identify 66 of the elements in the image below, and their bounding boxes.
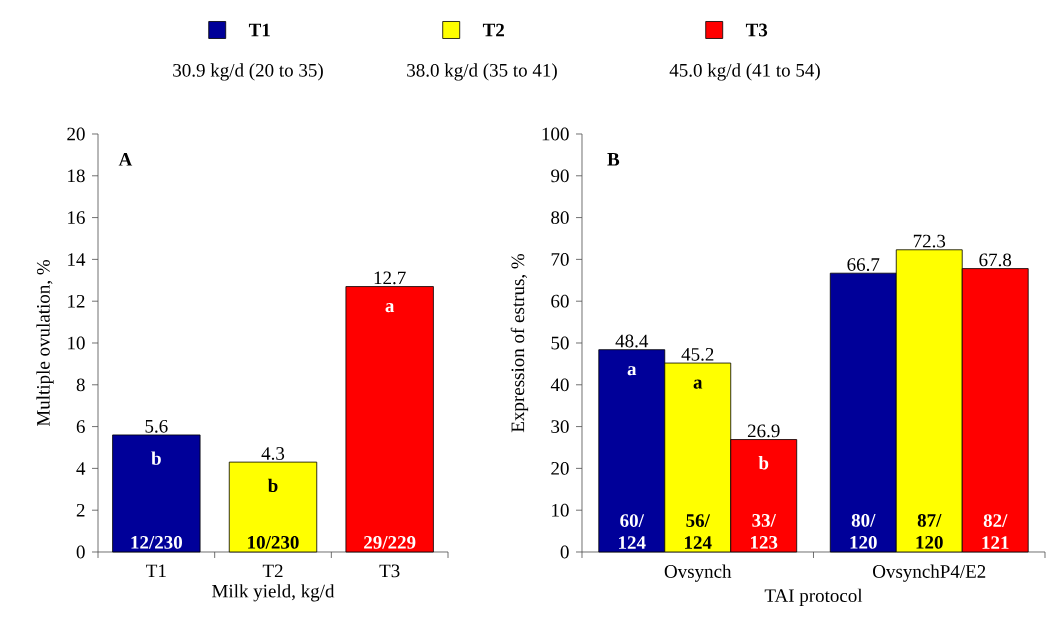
text: 38.0 kg/d (35 to 41) bbox=[407, 63, 557, 81]
text: B bbox=[607, 153, 620, 166]
annotation: a bbox=[627, 366, 637, 376]
y-tick-label: 0 bbox=[560, 545, 569, 559]
y-tick-label: 14 bbox=[68, 253, 86, 266]
y-tick-label: 4 bbox=[76, 462, 86, 475]
x-tick-label: T1 bbox=[146, 564, 166, 578]
y-tick-label: 100 bbox=[542, 127, 569, 141]
legend-label: T3 bbox=[745, 23, 768, 37]
text: A bbox=[118, 153, 133, 166]
data-label: 4.3 bbox=[261, 447, 285, 460]
annotation: a bbox=[385, 303, 395, 313]
y-tick-label: 60 bbox=[551, 294, 569, 308]
annotation: 60/ 124 bbox=[619, 514, 646, 549]
legend-label: T1 bbox=[248, 23, 270, 37]
annotation: a bbox=[693, 379, 703, 389]
y-tick-label: 10 bbox=[552, 503, 569, 517]
y-tick-label: 50 bbox=[551, 336, 569, 350]
y-tick-label: 80 bbox=[551, 211, 569, 224]
y-tick-label: 10 bbox=[68, 336, 85, 350]
y-tick-label: 2 bbox=[76, 503, 85, 517]
annotation: 87/ 120 bbox=[916, 513, 943, 549]
y-tick-label: 8 bbox=[76, 378, 85, 392]
y-tick-label: 30 bbox=[551, 420, 569, 433]
text: 45.0 kg/d (41 to 54) bbox=[669, 63, 820, 81]
data-label: 72.3 bbox=[913, 234, 946, 248]
data-label: 67.8 bbox=[979, 253, 1012, 267]
annotation: 29/229 bbox=[364, 536, 416, 549]
data-label: 12.7 bbox=[374, 271, 406, 285]
annotation: b bbox=[267, 478, 278, 493]
annotation: 82/ 121 bbox=[982, 514, 1009, 549]
y-tick-label: 20 bbox=[551, 461, 569, 475]
annotation: 56/ 124 bbox=[685, 514, 712, 549]
bar bbox=[345, 286, 434, 553]
y-tick-label: 90 bbox=[551, 169, 569, 183]
x-axis-title: Milk yield, kg/d bbox=[212, 584, 335, 602]
annotation: b bbox=[151, 451, 161, 465]
y-tick-label: 0 bbox=[76, 545, 85, 559]
annotation: 10/230 bbox=[248, 535, 299, 549]
annotation: b bbox=[758, 456, 769, 470]
annotation: 33/ 123 bbox=[751, 514, 778, 549]
x-tick-label: T2 bbox=[262, 564, 283, 578]
data-label: 5.6 bbox=[145, 419, 168, 433]
y-tick-label: 12 bbox=[68, 294, 85, 308]
y-tick-label: 40 bbox=[550, 378, 569, 392]
y-tick-label: 6 bbox=[76, 420, 85, 433]
text: 30.9 kg/d (20 to 35) bbox=[173, 63, 323, 81]
y-tick-label: 16 bbox=[68, 211, 85, 224]
bar bbox=[228, 461, 318, 553]
y-tick-label: 70 bbox=[551, 252, 569, 266]
legend-label: T2 bbox=[482, 23, 504, 37]
bar bbox=[112, 434, 201, 553]
data-label: 45.2 bbox=[681, 348, 714, 361]
data-label: 66.7 bbox=[847, 258, 880, 271]
x-tick-label: Ovsynch bbox=[664, 564, 732, 582]
annotation: 12/230 bbox=[131, 535, 182, 549]
y-axis-title: Multiple ovulation, % bbox=[36, 260, 54, 427]
y-tick-label: 18 bbox=[68, 169, 85, 183]
y-axis-title: Expression of estrus, % bbox=[510, 253, 529, 433]
y-tick-label: 20 bbox=[67, 127, 85, 141]
annotation: 80/ 120 bbox=[850, 513, 877, 549]
x-axis-title: TAI protocol bbox=[764, 588, 863, 606]
data-label: 26.9 bbox=[747, 424, 780, 438]
x-tick-label: T3 bbox=[379, 564, 400, 578]
data-label: 48.4 bbox=[615, 334, 649, 348]
x-tick-label: OvsynchP4/E2 bbox=[873, 564, 986, 582]
